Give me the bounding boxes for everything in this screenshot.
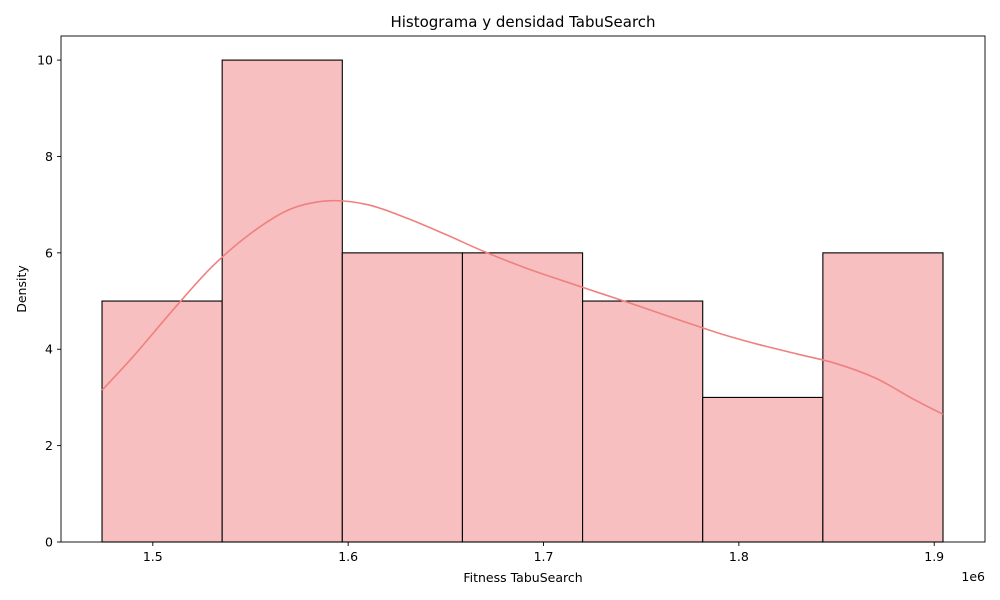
y-axis-ticks: 0 2 4 6 8 10 <box>37 53 61 550</box>
x-tick-label: 1.9 <box>924 549 944 564</box>
histogram-bar <box>101 300 223 543</box>
x-tick-label: 1.5 <box>143 549 163 564</box>
y-tick-label: 4 <box>45 342 53 357</box>
density-curve <box>101 199 944 416</box>
x-axis-label: Fitness TabuSearch <box>463 570 582 585</box>
x-tick-label: 1.8 <box>729 549 749 564</box>
x-tick-label: 1.6 <box>338 549 358 564</box>
y-tick-label: 6 <box>45 245 53 260</box>
y-tick-label: 0 <box>45 535 53 550</box>
x-axis-ticks: 1.5 1.6 1.7 1.8 1.9 <box>143 542 944 564</box>
histogram-bar <box>461 252 584 543</box>
y-tick-label: 2 <box>45 438 53 453</box>
y-tick-label: 8 <box>45 149 53 164</box>
y-axis-label: Density <box>14 265 29 313</box>
chart-title: Histograma y densidad TabuSearch <box>390 13 655 31</box>
y-tick-label: 10 <box>37 53 53 68</box>
histogram-bar <box>341 252 463 543</box>
histogram-bar <box>582 300 704 543</box>
histogram-bars <box>101 59 944 543</box>
x-axis-offset-text: 1e6 <box>961 569 985 584</box>
histogram-bar <box>822 252 944 543</box>
histogram-bar <box>221 59 343 543</box>
plot-frame <box>60 35 986 543</box>
x-tick-label: 1.7 <box>534 549 554 564</box>
histogram-bar <box>702 396 824 543</box>
